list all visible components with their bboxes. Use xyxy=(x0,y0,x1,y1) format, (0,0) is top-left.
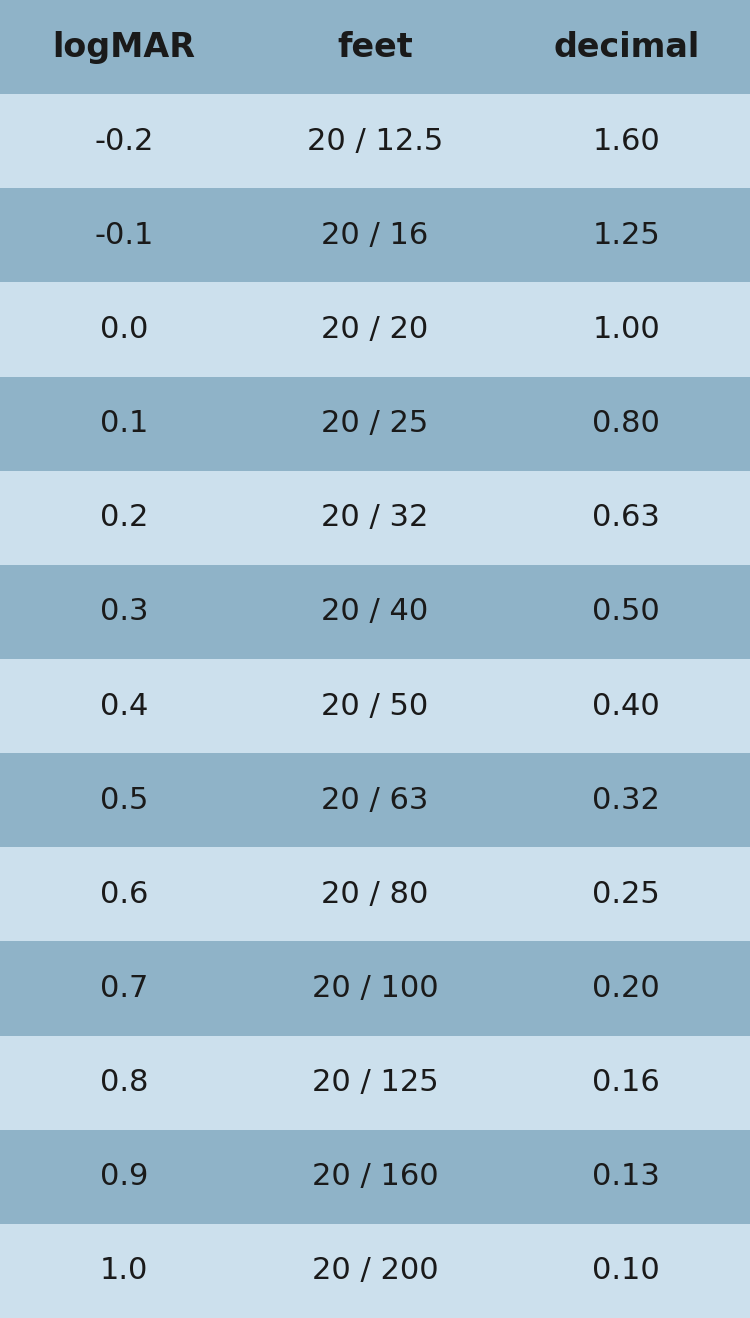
Bar xyxy=(0,1036,248,1130)
Bar xyxy=(248,1130,502,1224)
Text: 20 / 25: 20 / 25 xyxy=(321,409,429,438)
Text: 0.40: 0.40 xyxy=(592,692,660,721)
Bar xyxy=(503,565,750,659)
Text: 20 / 63: 20 / 63 xyxy=(321,786,429,815)
Bar xyxy=(0,847,248,941)
Bar xyxy=(248,753,502,847)
Text: 0.4: 0.4 xyxy=(100,692,148,721)
Bar xyxy=(503,753,750,847)
Bar xyxy=(248,941,502,1036)
Bar xyxy=(248,188,502,282)
Text: 20 / 16: 20 / 16 xyxy=(321,221,429,250)
Text: 0.20: 0.20 xyxy=(592,974,660,1003)
Bar xyxy=(0,94,248,188)
Text: 1.25: 1.25 xyxy=(592,221,660,250)
Bar xyxy=(503,847,750,941)
Text: 0.9: 0.9 xyxy=(100,1162,148,1191)
Text: 0.1: 0.1 xyxy=(100,409,148,438)
Bar xyxy=(248,1036,502,1130)
Bar xyxy=(0,377,248,471)
Bar xyxy=(503,1130,750,1224)
Bar xyxy=(0,659,248,753)
Bar xyxy=(248,1224,502,1318)
Text: 20 / 40: 20 / 40 xyxy=(321,597,429,626)
Text: -0.2: -0.2 xyxy=(94,127,154,156)
Text: decimal: decimal xyxy=(553,30,699,63)
Bar xyxy=(248,565,502,659)
Bar xyxy=(0,188,248,282)
Bar xyxy=(503,1036,750,1130)
Text: 20 / 80: 20 / 80 xyxy=(321,880,429,909)
Text: 20 / 32: 20 / 32 xyxy=(321,503,429,532)
Text: 0.2: 0.2 xyxy=(100,503,148,532)
Bar xyxy=(503,94,750,188)
Bar xyxy=(248,0,502,94)
Text: 0.25: 0.25 xyxy=(592,880,660,909)
Bar xyxy=(503,377,750,471)
Text: 0.32: 0.32 xyxy=(592,786,660,815)
Text: 20 / 200: 20 / 200 xyxy=(312,1256,438,1285)
Text: 0.0: 0.0 xyxy=(100,315,148,344)
Bar xyxy=(248,659,502,753)
Bar xyxy=(503,188,750,282)
Bar xyxy=(0,565,248,659)
Bar xyxy=(503,0,750,94)
Text: 0.6: 0.6 xyxy=(100,880,148,909)
Bar xyxy=(248,471,502,565)
Text: 0.16: 0.16 xyxy=(592,1068,660,1097)
Bar xyxy=(0,1224,248,1318)
Bar xyxy=(503,941,750,1036)
Text: -0.1: -0.1 xyxy=(94,221,154,250)
Text: 20 / 20: 20 / 20 xyxy=(321,315,429,344)
Bar xyxy=(503,1224,750,1318)
Text: 20 / 160: 20 / 160 xyxy=(312,1162,438,1191)
Text: 0.50: 0.50 xyxy=(592,597,660,626)
Bar xyxy=(0,941,248,1036)
Text: 1.0: 1.0 xyxy=(100,1256,148,1285)
Text: 0.80: 0.80 xyxy=(592,409,660,438)
Bar xyxy=(503,282,750,377)
Text: logMAR: logMAR xyxy=(53,30,195,63)
Bar xyxy=(0,0,248,94)
Text: 0.5: 0.5 xyxy=(100,786,148,815)
Bar xyxy=(503,471,750,565)
Bar xyxy=(0,282,248,377)
Text: 0.10: 0.10 xyxy=(592,1256,660,1285)
Text: 20 / 50: 20 / 50 xyxy=(321,692,429,721)
Text: 0.7: 0.7 xyxy=(100,974,148,1003)
Text: 0.8: 0.8 xyxy=(100,1068,148,1097)
Bar xyxy=(248,377,502,471)
Text: 20 / 12.5: 20 / 12.5 xyxy=(307,127,443,156)
Bar xyxy=(0,471,248,565)
Bar xyxy=(248,847,502,941)
Text: 20 / 125: 20 / 125 xyxy=(312,1068,438,1097)
Bar xyxy=(248,282,502,377)
Bar xyxy=(0,1130,248,1224)
Bar xyxy=(503,659,750,753)
Bar xyxy=(248,94,502,188)
Text: 0.13: 0.13 xyxy=(592,1162,660,1191)
Text: 0.63: 0.63 xyxy=(592,503,660,532)
Text: 1.00: 1.00 xyxy=(592,315,660,344)
Text: feet: feet xyxy=(338,30,412,63)
Text: 1.60: 1.60 xyxy=(592,127,660,156)
Bar xyxy=(0,753,248,847)
Text: 0.3: 0.3 xyxy=(100,597,148,626)
Text: 20 / 100: 20 / 100 xyxy=(312,974,438,1003)
